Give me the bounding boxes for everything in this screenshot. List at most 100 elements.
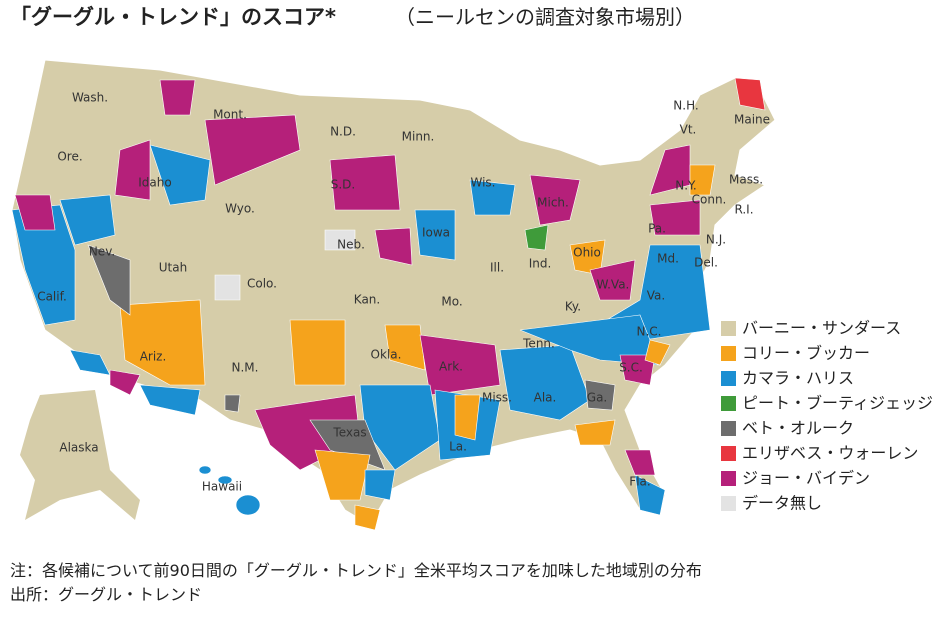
state-label: N.C. [637,325,662,339]
market-region [119,299,206,386]
market-region [499,344,591,421]
state-label: Kan. [354,293,380,307]
state-label: Ohio [573,246,601,260]
state-label: N.M. [232,361,259,375]
state-label: Mich. [537,196,569,210]
state-label: Alaska [59,441,98,455]
state-label: Idaho [138,176,171,190]
legend-label: ジョー・バイデン [742,469,870,488]
state-label: Mo. [441,295,462,309]
state-label: Ga. [587,391,607,405]
state-label: Pa. [648,222,666,236]
market-region [634,474,666,516]
market-region [59,194,116,246]
market-region [198,465,212,475]
market-region [324,229,356,251]
subtitle: （ニールセンの調査対象市場別） [395,5,695,29]
market-region [649,199,701,236]
market-region [454,394,481,441]
market-region [217,475,233,485]
state-label: Maine [734,113,770,127]
state-label: Ill. [490,261,504,275]
market-region [204,114,301,186]
regions [11,77,766,531]
state-label: N.H. [673,99,698,113]
market-region [584,379,616,411]
market-region [384,324,426,371]
market-region [159,79,196,116]
market-region [109,369,141,396]
state-label: Miss. [482,391,512,405]
legend-swatch [721,396,736,411]
market-region [139,384,201,416]
legend: バーニー・サンダースコリー・ブッカーカマラ・ハリスピート・ブーティジェッジベト・… [721,319,933,513]
state-label: Okla. [371,348,402,362]
market-region [329,154,401,211]
market-region [214,274,241,301]
market-region [14,194,56,231]
state-label: Colo. [247,277,277,291]
state-label: Va. [647,289,665,303]
legend-label: カマラ・ハリス [742,369,854,388]
state-label: Calif. [37,290,67,304]
market-region [734,77,766,111]
state-label: Minn. [402,130,435,144]
market-region [11,204,76,326]
state-label: Iowa [422,226,450,240]
state-label: Mass. [729,173,763,187]
market-region [224,394,241,413]
state-label: Tenn. [522,337,555,351]
market-region [624,449,656,476]
state-label: Ariz. [140,350,167,364]
market-region [644,339,671,366]
market-region [87,244,131,316]
state-label: Wash. [72,91,108,105]
market-region [414,209,456,261]
state-label: N.J. [706,233,726,247]
state-label: Ala. [534,391,557,405]
market-region [364,469,396,501]
legend-swatch [721,496,736,511]
source: 出所：グーグル・トレンド [10,585,202,604]
state-label: Vt. [680,123,697,137]
state-label: S.D. [331,178,356,192]
legend-swatch [721,446,736,461]
state-label: La. [449,440,467,454]
state-label: Ind. [529,257,552,271]
state-label: Ky. [565,300,581,314]
state-label: Neb. [337,238,365,252]
state-label: Utah [159,261,187,275]
legend-swatch [721,471,736,486]
state-label: Conn. [692,193,727,207]
legend-swatch [721,371,736,386]
state-label: R.I. [734,203,753,217]
market-region [114,139,151,201]
alaska-outline [20,390,140,520]
market-region [619,354,656,386]
state-label: Wyo. [225,202,255,216]
state-label: N.Y. [675,179,697,193]
legend-label: エリザベス・ウォーレン [742,444,918,463]
state-label: Ark. [439,360,463,374]
legend-label: ベト・オルーク [742,419,854,438]
state-label: W.Va. [597,278,630,292]
legend-swatch [721,321,736,336]
title: 「グーグル・トレンド」のスコア* [10,5,336,29]
state-label: Del. [694,256,718,270]
us-map: Wash. Mont. N.D. Minn. Ore. Idaho Wyo. S… [11,59,776,531]
market-region [689,164,716,196]
state-label: N.D. [330,125,356,139]
legend-label: バーニー・サンダース [742,319,901,338]
state-label: S.C. [619,361,643,375]
note: 注：各候補について前90日間の「グーグル・トレンド」全米平均スコアを加味した地域… [10,561,702,580]
state-label: Wis. [470,176,495,190]
market-region [289,319,346,386]
state-label: Nev. [89,245,115,259]
legend-label: ピート・ブーティジェッジ [742,394,933,413]
legend-swatch [721,346,736,361]
state-label: Ore. [57,150,82,164]
state-labels: Wash. Mont. N.D. Minn. Ore. Idaho Wyo. S… [37,91,770,494]
market-region [469,179,516,216]
market-region [574,419,616,446]
state-label: Hawaii [202,480,242,494]
